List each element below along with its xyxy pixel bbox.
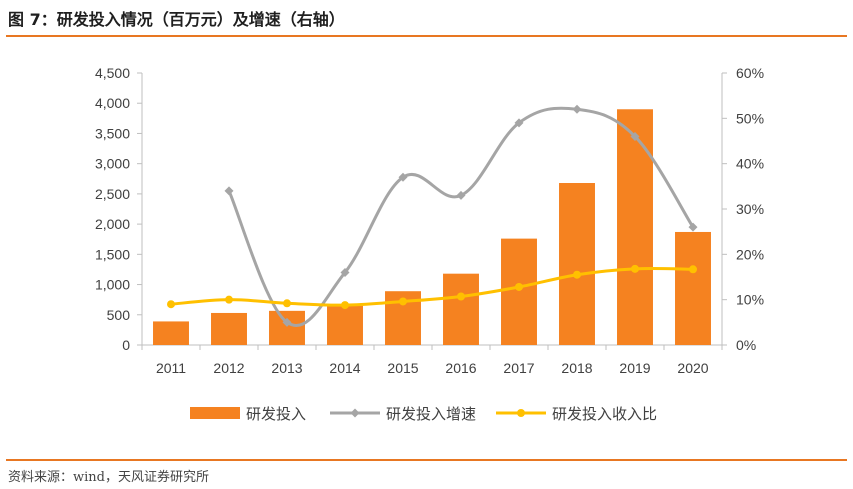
ratio-point <box>689 265 697 274</box>
bar <box>443 273 479 345</box>
bar <box>211 312 247 345</box>
legend-label: 研发投入 <box>246 406 306 423</box>
legend-item: 研发投入 <box>190 406 306 423</box>
legend-swatch-bar <box>190 407 240 419</box>
growth-point <box>456 190 466 200</box>
ratio-point <box>631 264 639 273</box>
left-tick-label: 3,000 <box>95 156 130 172</box>
left-tick-label: 3,500 <box>95 125 130 141</box>
footer-divider <box>6 459 847 461</box>
ratio-point <box>341 301 349 310</box>
bar <box>675 231 711 345</box>
legend-label: 研发投入收入比 <box>552 406 657 423</box>
growth-point <box>282 317 292 327</box>
right-tick-label: 50% <box>736 110 764 126</box>
x-tick-label: 2020 <box>677 360 708 376</box>
ratio-line <box>170 266 694 307</box>
legend-item: 研发投入增速 <box>330 406 476 423</box>
left-tick-label: 1,000 <box>95 277 130 293</box>
x-tick-label: 2013 <box>271 360 302 376</box>
x-tick-label: 2017 <box>503 360 534 376</box>
ratio-point <box>457 292 465 301</box>
bar-series <box>153 109 711 346</box>
x-tick-label: 2018 <box>561 360 592 376</box>
left-tick-label: 4,500 <box>95 65 130 81</box>
right-tick-label: 10% <box>736 292 764 308</box>
x-tick-label: 2015 <box>387 360 418 376</box>
x-tick-label: 2016 <box>445 360 476 376</box>
bar <box>617 109 653 346</box>
bar <box>269 310 305 345</box>
ratio-point <box>399 297 407 306</box>
right-tick-label: 60% <box>736 65 764 81</box>
left-tick-label: 0 <box>122 337 130 353</box>
bar <box>501 238 537 345</box>
bar <box>153 321 189 345</box>
axis-labels: 0 500 1,000 1,500 2,000 2,500 3,000 3,500 4,000 4… <box>95 65 764 376</box>
left-tick-label: 2,500 <box>95 186 130 202</box>
ratio-point <box>573 270 581 279</box>
bar <box>327 305 363 345</box>
left-tick-label: 4,000 <box>95 95 130 111</box>
chart-legend: 研发投入 研发投入增速 研发投入收入比 <box>190 406 657 423</box>
growth-point <box>398 172 408 182</box>
left-tick-label: 2,000 <box>95 216 130 232</box>
legend-marker <box>517 409 525 417</box>
growth-point <box>224 186 234 196</box>
right-tick-label: 40% <box>736 156 764 172</box>
page-title: 图 7：研发投入情况（百万元）及增速（右轴） <box>8 10 345 29</box>
right-tick-label: 30% <box>736 201 764 217</box>
title-divider <box>6 35 847 37</box>
ratio-point <box>167 300 175 309</box>
ratio-point <box>515 282 523 291</box>
x-tick-label: 2011 <box>156 360 186 376</box>
left-tick-label: 500 <box>107 307 131 323</box>
growth-point <box>514 118 524 128</box>
growth-point <box>688 222 698 232</box>
bar <box>559 183 595 345</box>
x-tick-label: 2012 <box>213 360 244 376</box>
right-tick-label: 20% <box>736 246 764 262</box>
right-tick-label: 0% <box>736 337 756 353</box>
legend-item: 研发投入收入比 <box>496 406 657 423</box>
ratio-point <box>283 299 291 308</box>
growth-point <box>630 131 640 141</box>
ratio-point <box>225 295 233 304</box>
x-tick-label: 2014 <box>329 360 360 376</box>
line-series <box>167 104 698 327</box>
x-tick-label: 2019 <box>619 360 650 376</box>
left-tick-label: 1,500 <box>95 246 130 262</box>
growth-point <box>340 267 350 277</box>
legend-label: 研发投入增速 <box>386 406 476 423</box>
growth-point <box>572 104 582 114</box>
legend-marker <box>350 408 360 418</box>
source-note: 资料来源：wind，天风证券研究所 <box>8 470 209 485</box>
